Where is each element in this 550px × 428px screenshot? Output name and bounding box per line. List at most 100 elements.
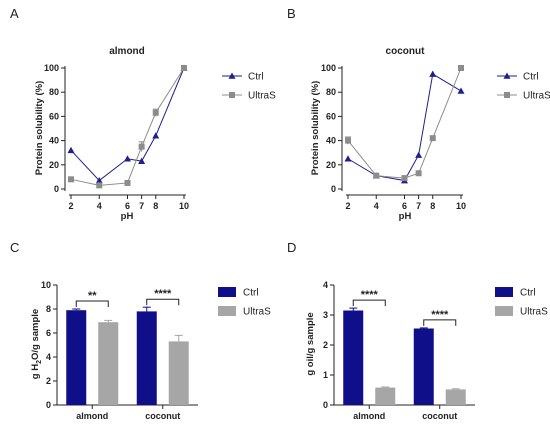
panel-c-category-label: almond <box>76 411 108 421</box>
panel-d-bar-ultras <box>445 389 466 405</box>
panel-a-point-ctrl <box>138 157 146 164</box>
panel-d-bar-chart: 0 1 2 3 4 almond **** coconut **** Ctrl UltraS <box>323 280 548 421</box>
panel-d-y-axis-label: g oil/g sample <box>305 312 316 375</box>
panel-c-legend-swatch-ultras <box>218 306 236 316</box>
panel-a-y-axis-label: Protein solubility (%) <box>34 81 45 175</box>
panel-d-bar-ctrl <box>343 310 364 405</box>
panel-letter-a: A <box>10 6 19 21</box>
panel-d-legend-swatch-ctrl <box>495 287 513 297</box>
panel-d-significance-bracket <box>423 319 457 326</box>
panel-b-point-ultras <box>429 135 436 142</box>
panel-b-point-ctrl <box>429 70 437 77</box>
panel-c-bar-ultras <box>168 341 189 405</box>
panel-c-category-label: coconut <box>145 411 180 421</box>
panel-b-x-tick-label: 8 <box>430 201 435 211</box>
panel-a-x-axis-label: pH <box>121 211 134 222</box>
panel-a-y-tick-label: 20 <box>49 160 59 170</box>
panel-b-y-tick-label: 60 <box>326 111 336 121</box>
panel-a-point-ctrl <box>152 132 160 139</box>
panel-c-significance-label: ** <box>88 290 97 302</box>
panel-a-point-ultras <box>152 109 159 116</box>
panel-b-legend-label-ctrl: Ctrl <box>523 72 539 83</box>
panel-b-line-chart: 0 20 40 60 80 100 2 4 6 7 8 10 Ctrl UltraS <box>321 63 550 211</box>
panel-c-legend-swatch-ctrl <box>218 287 236 297</box>
panel-a-series-line-ultras <box>70 67 185 186</box>
panel-a-x-tick-label: 2 <box>68 201 73 211</box>
panel-b-y-tick-label: 40 <box>326 136 336 146</box>
panel-c-y-tick-label: 8 <box>46 304 51 314</box>
panel-b-point-ultras <box>458 65 464 71</box>
panel-a-series-line-ctrl <box>70 67 185 182</box>
panel-a-point-ultras <box>124 179 131 186</box>
panel-a-y-tick-label: 100 <box>44 63 59 73</box>
panel-d-legend-label-ctrl: Ctrl <box>520 288 536 299</box>
panel-b-point-ctrl <box>457 87 465 94</box>
panel-letter-c: C <box>10 240 19 255</box>
panel-b-legend-label-ultras: UltraS <box>523 91 550 102</box>
panel-b-legend-marker-ctrl <box>503 72 511 79</box>
panel-b-y-tick-label: 100 <box>321 63 336 73</box>
panel-b-point-ctrl <box>415 151 423 158</box>
panel-d-significance-bracket <box>352 299 386 307</box>
panel-c-y-axis-label: g H2O/g sample <box>30 309 43 379</box>
panel-a-point-ctrl <box>124 155 131 162</box>
panel-a-y-tick-label: 60 <box>49 111 59 121</box>
panel-b-series-line-ultras <box>347 67 462 179</box>
panel-a-x-tick-label: 7 <box>139 201 144 211</box>
panel-b-y-tick-label: 20 <box>326 160 336 170</box>
panel-a-legend-marker-ultras <box>229 92 235 98</box>
panel-d-y-tick-label: 0 <box>323 400 328 410</box>
panel-c-y-tick-label: 4 <box>46 352 51 362</box>
panel-b-point-ctrl <box>344 155 352 162</box>
panel-c-bar-ctrl <box>66 310 87 405</box>
panel-b-x-tick-label: 4 <box>374 201 379 211</box>
panel-c-significance-label: **** <box>154 288 172 300</box>
panel-a-point-ctrl <box>95 177 103 184</box>
panel-c-significance-bracket <box>75 300 109 307</box>
panel-a-x-tick-label: 10 <box>179 201 189 211</box>
panel-b-legend-marker-ultras <box>504 92 510 98</box>
panel-letter-b: B <box>287 6 296 21</box>
panel-c-y-tick-label: 0 <box>46 400 51 410</box>
panel-b-x-axis-label: pH <box>399 211 412 222</box>
panel-a-point-ultras <box>68 176 74 183</box>
panel-a-legend-label-ultras: UltraS <box>248 91 276 102</box>
panel-a-y-tick-label: 40 <box>49 136 59 146</box>
panel-c-bar-ultras <box>98 322 119 405</box>
panel-b-series-line-ctrl <box>347 73 462 182</box>
panel-d-y-tick-label: 3 <box>323 310 328 320</box>
panel-c-y-tick-label: 10 <box>41 280 51 290</box>
panel-b-y-tick-label: 80 <box>326 87 336 97</box>
panel-a-x-tick-label: 6 <box>125 201 130 211</box>
panel-a-point-ultras <box>96 182 103 189</box>
panel-d-y-tick-label: 2 <box>323 340 328 350</box>
panel-b-point-ultras <box>415 170 422 177</box>
panel-letter-d: D <box>287 240 296 255</box>
panel-a-x-tick-label: 4 <box>97 201 102 211</box>
panel-a-title: almond <box>109 46 145 57</box>
panel-b-point-ultras <box>401 175 408 182</box>
panel-c-significance-bracket <box>146 298 180 306</box>
panel-d-y-tick-label: 4 <box>323 280 328 290</box>
panel-c-legend-label-ultras: UltraS <box>243 307 271 318</box>
panel-b-x-tick-label: 6 <box>402 201 407 211</box>
panel-d-significance-label: **** <box>361 289 379 301</box>
panel-d-legend-label-ultras: UltraS <box>520 307 548 318</box>
panel-a-x-tick-label: 8 <box>153 201 158 211</box>
panel-c-legend-label-ctrl: Ctrl <box>243 288 259 299</box>
panel-d-y-tick-label: 1 <box>323 370 328 380</box>
panel-c-bar-ctrl <box>136 311 157 405</box>
panel-d-category-label: coconut <box>422 411 457 421</box>
panel-a-point-ultras <box>138 143 145 150</box>
panel-a-y-tick-label: 0 <box>54 184 59 194</box>
panel-c-y-tick-label: 6 <box>46 328 51 338</box>
panel-d-legend-swatch-ultras <box>495 306 513 316</box>
panel-d-category-label: almond <box>353 411 385 421</box>
panel-b-y-tick-label: 0 <box>331 184 336 194</box>
panel-b-point-ultras <box>373 172 380 179</box>
panel-a-legend-label-ctrl: Ctrl <box>248 72 264 83</box>
panel-a-y-tick-label: 80 <box>49 87 59 97</box>
panel-c-y-tick-label: 2 <box>46 376 51 386</box>
panel-d-bar-ultras <box>375 387 396 405</box>
